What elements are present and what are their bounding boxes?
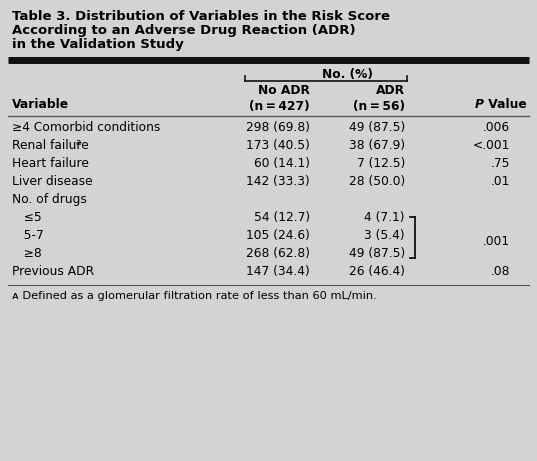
Text: No. of drugs: No. of drugs [12,193,87,206]
Text: ≥8: ≥8 [12,247,42,260]
Text: P: P [475,98,484,111]
Text: a: a [75,138,81,147]
Text: 49 (87.5): 49 (87.5) [349,247,405,260]
Text: No ADR
(n = 427): No ADR (n = 427) [249,84,310,113]
Text: 147 (34.4): 147 (34.4) [246,265,310,278]
Text: Table 3. Distribution of Variables in the Risk Score: Table 3. Distribution of Variables in th… [12,10,390,23]
Text: 298 (69.8): 298 (69.8) [246,121,310,134]
Text: <.001: <.001 [473,139,510,152]
Text: 38 (67.9): 38 (67.9) [349,139,405,152]
Text: 60 (14.1): 60 (14.1) [254,157,310,170]
Text: 54 (12.7): 54 (12.7) [254,211,310,224]
Text: .006: .006 [483,121,510,134]
Text: 28 (50.0): 28 (50.0) [349,175,405,188]
Text: 5-7: 5-7 [12,229,43,242]
Text: Liver disease: Liver disease [12,175,92,188]
Text: ≥4 Comorbid conditions: ≥4 Comorbid conditions [12,121,161,134]
Text: 3 (5.4): 3 (5.4) [365,229,405,242]
Text: Value: Value [484,98,527,111]
Text: 4 (7.1): 4 (7.1) [365,211,405,224]
Text: .08: .08 [490,265,510,278]
Text: 7 (12.5): 7 (12.5) [357,157,405,170]
Text: .01: .01 [491,175,510,188]
Text: ≤5: ≤5 [12,211,42,224]
Text: .75: .75 [490,157,510,170]
Text: 142 (33.3): 142 (33.3) [246,175,310,188]
Text: ADR
(n = 56): ADR (n = 56) [353,84,405,113]
Text: 268 (62.8): 268 (62.8) [246,247,310,260]
Text: in the Validation Study: in the Validation Study [12,38,184,51]
Text: Renal failure: Renal failure [12,139,89,152]
Text: ᴀ Defined as a glomerular filtration rate of less than 60 mL/min.: ᴀ Defined as a glomerular filtration rat… [12,291,377,301]
Text: No. (%): No. (%) [322,68,373,81]
Text: 26 (46.4): 26 (46.4) [349,265,405,278]
Text: Previous ADR: Previous ADR [12,265,94,278]
Text: Variable: Variable [12,98,69,111]
Text: Heart failure: Heart failure [12,157,89,170]
Text: 173 (40.5): 173 (40.5) [246,139,310,152]
Text: 105 (24.6): 105 (24.6) [246,229,310,242]
Text: .001: .001 [483,235,510,248]
Text: 49 (87.5): 49 (87.5) [349,121,405,134]
Text: According to an Adverse Drug Reaction (ADR): According to an Adverse Drug Reaction (A… [12,24,355,37]
